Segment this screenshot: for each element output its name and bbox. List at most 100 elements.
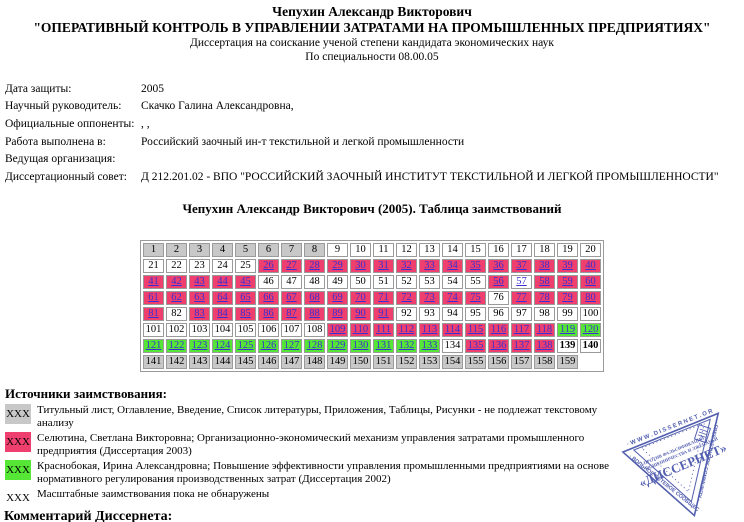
- page-link-26[interactable]: 26: [263, 260, 274, 271]
- page-link-38[interactable]: 38: [539, 260, 550, 271]
- page-link-119[interactable]: 119: [559, 324, 576, 335]
- page-cell-62[interactable]: 62: [166, 291, 187, 305]
- page-cell-30[interactable]: 30: [350, 259, 371, 273]
- page-cell-29[interactable]: 29: [327, 259, 348, 273]
- page-link-61[interactable]: 61: [148, 292, 159, 303]
- page-link-113[interactable]: 113: [421, 324, 438, 335]
- page-cell-136[interactable]: 136: [488, 339, 509, 353]
- page-link-85[interactable]: 85: [240, 308, 251, 319]
- page-link-136[interactable]: 136: [490, 340, 507, 351]
- page-link-75[interactable]: 75: [470, 292, 481, 303]
- page-link-68[interactable]: 68: [309, 292, 320, 303]
- page-link-39[interactable]: 39: [562, 260, 573, 271]
- page-cell-57[interactable]: 57: [511, 275, 532, 289]
- page-cell-64[interactable]: 64: [212, 291, 233, 305]
- page-cell-28[interactable]: 28: [304, 259, 325, 273]
- page-link-33[interactable]: 33: [424, 260, 435, 271]
- page-cell-130[interactable]: 130: [350, 339, 371, 353]
- page-link-114[interactable]: 114: [444, 324, 461, 335]
- page-cell-111[interactable]: 111: [373, 323, 394, 337]
- page-link-69[interactable]: 69: [332, 292, 343, 303]
- page-link-40[interactable]: 40: [585, 260, 596, 271]
- page-cell-60[interactable]: 60: [580, 275, 601, 289]
- page-cell-121[interactable]: 121: [143, 339, 164, 353]
- page-cell-38[interactable]: 38: [534, 259, 555, 273]
- page-cell-69[interactable]: 69: [327, 291, 348, 305]
- page-link-110[interactable]: 110: [352, 324, 369, 335]
- page-cell-131[interactable]: 131: [373, 339, 394, 353]
- page-link-42[interactable]: 42: [171, 276, 182, 287]
- page-cell-119[interactable]: 119: [557, 323, 578, 337]
- page-cell-35[interactable]: 35: [465, 259, 486, 273]
- page-link-66[interactable]: 66: [263, 292, 274, 303]
- page-cell-31[interactable]: 31: [373, 259, 394, 273]
- page-link-121[interactable]: 121: [145, 340, 162, 351]
- page-link-27[interactable]: 27: [286, 260, 297, 271]
- page-cell-42[interactable]: 42: [166, 275, 187, 289]
- page-cell-73[interactable]: 73: [419, 291, 440, 305]
- page-link-65[interactable]: 65: [240, 292, 251, 303]
- page-link-74[interactable]: 74: [447, 292, 458, 303]
- page-cell-127[interactable]: 127: [281, 339, 302, 353]
- page-cell-109[interactable]: 109: [327, 323, 348, 337]
- page-cell-40[interactable]: 40: [580, 259, 601, 273]
- page-cell-91[interactable]: 91: [373, 307, 394, 321]
- page-link-120[interactable]: 120: [582, 324, 599, 335]
- page-link-60[interactable]: 60: [585, 276, 596, 287]
- page-cell-120[interactable]: 120: [580, 323, 601, 337]
- page-link-127[interactable]: 127: [283, 340, 300, 351]
- page-link-129[interactable]: 129: [329, 340, 346, 351]
- page-link-29[interactable]: 29: [332, 260, 343, 271]
- page-cell-63[interactable]: 63: [189, 291, 210, 305]
- page-cell-116[interactable]: 116: [488, 323, 509, 337]
- page-cell-118[interactable]: 118: [534, 323, 555, 337]
- page-link-36[interactable]: 36: [493, 260, 504, 271]
- page-cell-80[interactable]: 80: [580, 291, 601, 305]
- page-cell-128[interactable]: 128: [304, 339, 325, 353]
- page-link-137[interactable]: 137: [513, 340, 530, 351]
- page-cell-75[interactable]: 75: [465, 291, 486, 305]
- page-link-67[interactable]: 67: [286, 292, 297, 303]
- page-link-80[interactable]: 80: [585, 292, 596, 303]
- page-link-37[interactable]: 37: [516, 260, 527, 271]
- page-cell-132[interactable]: 132: [396, 339, 417, 353]
- page-link-71[interactable]: 71: [378, 292, 389, 303]
- page-cell-27[interactable]: 27: [281, 259, 302, 273]
- page-link-115[interactable]: 115: [467, 324, 484, 335]
- page-cell-110[interactable]: 110: [350, 323, 371, 337]
- page-link-126[interactable]: 126: [260, 340, 277, 351]
- page-cell-124[interactable]: 124: [212, 339, 233, 353]
- page-cell-26[interactable]: 26: [258, 259, 279, 273]
- page-cell-34[interactable]: 34: [442, 259, 463, 273]
- page-link-28[interactable]: 28: [309, 260, 320, 271]
- page-link-125[interactable]: 125: [237, 340, 254, 351]
- page-link-59[interactable]: 59: [562, 276, 573, 287]
- page-cell-56[interactable]: 56: [488, 275, 509, 289]
- page-cell-36[interactable]: 36: [488, 259, 509, 273]
- page-link-31[interactable]: 31: [378, 260, 389, 271]
- page-cell-33[interactable]: 33: [419, 259, 440, 273]
- page-cell-32[interactable]: 32: [396, 259, 417, 273]
- page-link-64[interactable]: 64: [217, 292, 228, 303]
- page-cell-71[interactable]: 71: [373, 291, 394, 305]
- page-link-87[interactable]: 87: [286, 308, 297, 319]
- page-link-138[interactable]: 138: [536, 340, 553, 351]
- page-link-118[interactable]: 118: [536, 324, 553, 335]
- page-cell-113[interactable]: 113: [419, 323, 440, 337]
- page-cell-39[interactable]: 39: [557, 259, 578, 273]
- page-cell-138[interactable]: 138: [534, 339, 555, 353]
- page-link-117[interactable]: 117: [513, 324, 530, 335]
- page-cell-123[interactable]: 123: [189, 339, 210, 353]
- page-link-122[interactable]: 122: [168, 340, 185, 351]
- page-link-81[interactable]: 81: [148, 308, 159, 319]
- page-cell-70[interactable]: 70: [350, 291, 371, 305]
- page-link-84[interactable]: 84: [217, 308, 228, 319]
- page-cell-112[interactable]: 112: [396, 323, 417, 337]
- page-cell-61[interactable]: 61: [143, 291, 164, 305]
- page-cell-117[interactable]: 117: [511, 323, 532, 337]
- page-cell-135[interactable]: 135: [465, 339, 486, 353]
- page-cell-89[interactable]: 89: [327, 307, 348, 321]
- page-cell-87[interactable]: 87: [281, 307, 302, 321]
- page-cell-86[interactable]: 86: [258, 307, 279, 321]
- page-link-63[interactable]: 63: [194, 292, 205, 303]
